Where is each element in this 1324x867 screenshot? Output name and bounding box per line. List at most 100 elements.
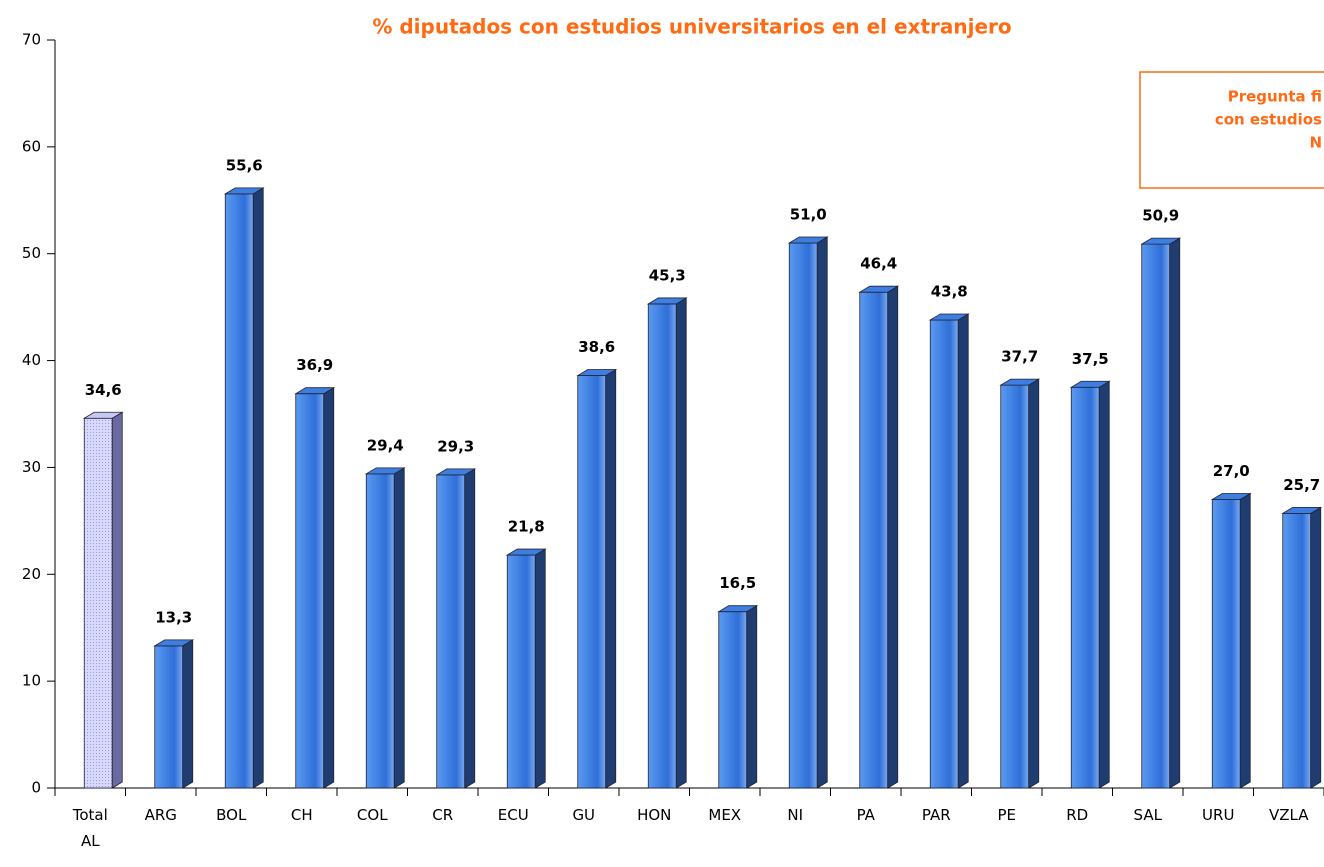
value-label: 21,8 bbox=[508, 518, 545, 536]
x-tick-label: CH bbox=[290, 806, 313, 824]
bar-top bbox=[294, 387, 336, 395]
x-tick-label: BOL bbox=[216, 806, 247, 824]
x-tick-label: NI bbox=[787, 806, 804, 824]
x-tick-label: VZLA bbox=[1269, 806, 1309, 824]
value-label: 37,5 bbox=[1072, 350, 1109, 368]
note-text: con estudios bbox=[1215, 111, 1322, 129]
bar bbox=[1070, 386, 1100, 789]
bar-side bbox=[816, 236, 828, 789]
bar-side bbox=[1310, 506, 1322, 789]
note-text: N bbox=[1309, 134, 1322, 152]
value-label: 27,0 bbox=[1213, 462, 1250, 480]
bar-side bbox=[534, 548, 546, 789]
bar-side bbox=[1169, 237, 1181, 789]
bar-side bbox=[605, 368, 617, 789]
bar-side bbox=[887, 285, 899, 789]
bar-side bbox=[464, 468, 476, 789]
x-tick-label: COL bbox=[356, 806, 388, 824]
note-box bbox=[1139, 71, 1324, 189]
bar bbox=[1000, 384, 1030, 789]
value-label: 36,9 bbox=[296, 356, 333, 374]
value-label: 51,0 bbox=[790, 206, 827, 224]
value-label: 16,5 bbox=[719, 574, 756, 592]
value-label: 37,7 bbox=[1001, 348, 1038, 366]
x-tick-label: Total AL bbox=[72, 806, 108, 850]
bar-top bbox=[1069, 380, 1111, 388]
bar bbox=[718, 611, 748, 789]
bar-top bbox=[1210, 493, 1252, 500]
x-tick-label: SAL bbox=[1133, 806, 1162, 824]
bar-top bbox=[82, 411, 124, 419]
x-tick-label: PA bbox=[856, 806, 875, 824]
bar bbox=[1282, 512, 1312, 789]
bar-side bbox=[252, 187, 264, 789]
value-label: 29,4 bbox=[367, 436, 404, 454]
x-tick-label: ECU bbox=[497, 806, 529, 824]
value-label: 25,7 bbox=[1283, 476, 1320, 494]
x-tick-label: URU bbox=[1202, 806, 1235, 824]
bar bbox=[788, 242, 818, 789]
chart-title: % diputados con estudios universitarios … bbox=[372, 15, 1011, 39]
bar-top bbox=[576, 369, 618, 376]
value-label: 55,6 bbox=[226, 156, 263, 174]
bar-side bbox=[111, 411, 123, 789]
y-tick-label: 30 bbox=[22, 458, 41, 476]
bar-side bbox=[1098, 380, 1110, 789]
bar-side bbox=[1028, 378, 1040, 789]
x-tick-label: CR bbox=[432, 806, 454, 824]
bar bbox=[1141, 243, 1171, 789]
y-tick-label: 20 bbox=[22, 565, 41, 583]
bar-top bbox=[364, 467, 406, 475]
bar bbox=[83, 417, 113, 789]
x-tick-label: HON bbox=[637, 806, 672, 824]
y-tick-label: 70 bbox=[22, 31, 41, 49]
value-label: 50,9 bbox=[1142, 207, 1179, 225]
x-tick-label: ARG bbox=[144, 806, 177, 824]
bar-side bbox=[746, 604, 758, 789]
x-tick-label: RD bbox=[1066, 806, 1089, 824]
bar-side bbox=[957, 313, 969, 789]
value-label: 43,8 bbox=[931, 282, 968, 300]
bar-top bbox=[999, 378, 1041, 386]
value-label: 29,3 bbox=[437, 437, 474, 455]
bar bbox=[647, 303, 677, 789]
bar-top bbox=[505, 548, 547, 556]
y-tick-label: 0 bbox=[31, 779, 41, 797]
bar bbox=[365, 473, 395, 789]
bar bbox=[154, 645, 184, 789]
x-tick-label: PE bbox=[997, 806, 1017, 824]
value-label: 46,4 bbox=[860, 255, 897, 273]
bar bbox=[1211, 499, 1241, 789]
bar bbox=[224, 193, 254, 789]
bar-top bbox=[1281, 506, 1323, 514]
bar-side bbox=[323, 386, 335, 789]
bar bbox=[859, 291, 889, 789]
value-label: 34,6 bbox=[85, 381, 122, 399]
y-tick-label: 60 bbox=[22, 137, 41, 155]
bar-side bbox=[1239, 492, 1251, 789]
bar-side bbox=[182, 639, 194, 789]
x-tick-label: PAR bbox=[921, 806, 951, 824]
bar-top bbox=[435, 468, 477, 476]
bar-top bbox=[223, 187, 265, 195]
value-label: 13,3 bbox=[155, 608, 192, 626]
bar-top bbox=[928, 313, 970, 321]
bar-side bbox=[393, 467, 405, 789]
value-label: 45,3 bbox=[649, 266, 686, 284]
bar bbox=[506, 554, 536, 789]
note-text: Pregunta fi bbox=[1228, 88, 1322, 106]
bar bbox=[929, 319, 959, 789]
value-label: 38,6 bbox=[578, 338, 615, 356]
bar-top bbox=[717, 605, 759, 613]
bar bbox=[295, 393, 325, 789]
bar-top bbox=[1140, 237, 1182, 245]
y-tick-label: 50 bbox=[22, 244, 41, 262]
bar bbox=[436, 474, 466, 789]
x-tick-label: MEX bbox=[708, 806, 742, 824]
y-tick-label: 40 bbox=[22, 351, 41, 369]
bar bbox=[577, 375, 607, 789]
bar-top bbox=[858, 285, 900, 293]
y-tick-label: 10 bbox=[22, 672, 41, 690]
